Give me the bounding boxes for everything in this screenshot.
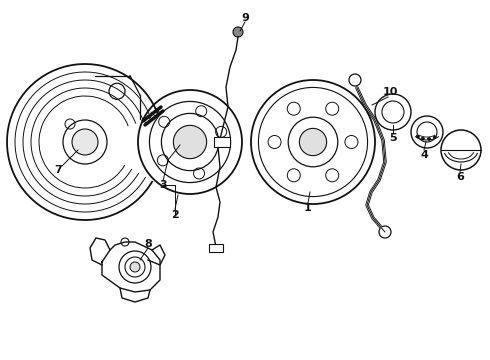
Text: 3: 3 [159, 180, 167, 190]
Circle shape [173, 125, 207, 159]
Circle shape [299, 129, 327, 156]
Text: 7: 7 [54, 165, 62, 175]
Text: 2: 2 [171, 210, 179, 220]
Circle shape [433, 136, 436, 139]
Circle shape [349, 74, 361, 86]
Bar [209, 244, 223, 252]
Circle shape [416, 135, 419, 138]
Text: 9: 9 [241, 13, 249, 23]
Circle shape [428, 138, 431, 140]
Polygon shape [102, 242, 160, 292]
Text: 10: 10 [382, 87, 398, 97]
Text: 1: 1 [304, 203, 312, 213]
Bar [214, 137, 230, 147]
Circle shape [379, 226, 391, 238]
Circle shape [233, 27, 243, 37]
Circle shape [130, 262, 140, 272]
Text: 6: 6 [456, 172, 464, 182]
Circle shape [72, 129, 98, 155]
Circle shape [421, 137, 424, 140]
Text: 8: 8 [144, 239, 152, 249]
Text: 4: 4 [420, 150, 428, 160]
Text: 5: 5 [389, 133, 397, 143]
